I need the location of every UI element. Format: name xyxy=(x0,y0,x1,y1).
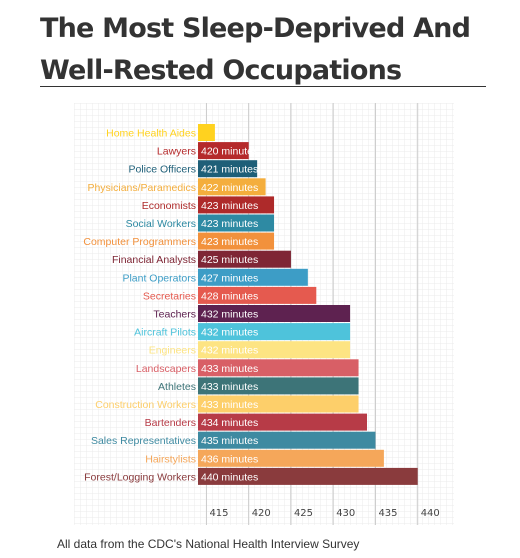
source-note: All data from the CDC's National Health … xyxy=(57,537,360,551)
value-label: 427 minutes xyxy=(201,272,258,284)
x-tick-label: 430 xyxy=(336,508,355,519)
bar xyxy=(198,178,266,196)
value-label: 422 minutes xyxy=(201,182,258,194)
bar xyxy=(198,160,258,178)
bar xyxy=(198,124,215,141)
bar xyxy=(198,377,359,395)
category-label: Police Officers xyxy=(129,164,197,176)
bar xyxy=(198,413,367,431)
category-label: Landscapers xyxy=(136,363,196,375)
bar xyxy=(198,395,359,413)
x-tick-label: 420 xyxy=(252,508,271,519)
bar-chart: Home Health Aides Lawyers Police Officers P… xyxy=(74,103,454,525)
value-label: 428 minutes xyxy=(201,290,258,302)
value-label: 432 minutes xyxy=(201,327,258,339)
value-label: 440 minutes xyxy=(201,471,258,483)
bar xyxy=(198,359,359,377)
x-tick-label: 425 xyxy=(294,508,313,519)
bar xyxy=(198,286,317,304)
category-label: Lawyers xyxy=(157,146,196,158)
category-label: Sales Representatives xyxy=(91,435,196,447)
category-label: Athletes xyxy=(158,381,196,393)
bar xyxy=(198,196,275,214)
bar xyxy=(198,449,384,467)
value-label: 432 minutes xyxy=(201,309,258,321)
value-label: 436 minutes xyxy=(201,453,258,465)
x-tick-label: 415 xyxy=(209,508,228,519)
category-label: Aircraft Pilots xyxy=(134,327,196,339)
category-label: Plant Operators xyxy=(122,272,196,284)
value-label: 425 minutes xyxy=(201,254,258,266)
bar xyxy=(198,341,351,359)
value-label: 433 minutes xyxy=(201,399,258,411)
value-label: 423 minutes xyxy=(201,200,258,212)
category-label: Teachers xyxy=(153,309,196,321)
chart-title: The Most Sleep-Deprived And Well-Rested … xyxy=(40,13,471,86)
category-label: Home Health Aides xyxy=(106,128,196,140)
title-divider xyxy=(40,86,486,87)
value-label: 432 minutes xyxy=(201,345,258,357)
value-label: 421 minutes xyxy=(201,164,258,176)
bar xyxy=(198,214,275,232)
bar xyxy=(198,467,418,485)
value-label: 423 minutes xyxy=(201,218,258,230)
bar xyxy=(198,305,351,322)
category-label: Bartenders xyxy=(145,417,196,429)
value-label: 420 minutes xyxy=(201,146,258,158)
value-label: 433 minutes xyxy=(201,363,258,375)
bar xyxy=(198,250,291,268)
x-tick-label: 435 xyxy=(378,508,397,519)
bar xyxy=(198,232,275,250)
category-label: Forest/Logging Workers xyxy=(84,471,196,483)
bar xyxy=(198,323,351,341)
category-label: Social Workers xyxy=(126,218,196,230)
bar xyxy=(198,142,249,160)
bar xyxy=(198,268,308,286)
x-tick-label: 440 xyxy=(421,508,440,519)
category-label: Physicians/Paramedics xyxy=(87,182,196,194)
value-label: 435 minutes xyxy=(201,435,258,447)
bar xyxy=(198,431,376,449)
value-label: 434 minutes xyxy=(201,417,258,429)
category-label: Construction Workers xyxy=(95,399,196,411)
value-label: 433 minutes xyxy=(201,381,258,393)
category-label: Secretaries xyxy=(143,290,196,302)
category-label: Engineers xyxy=(149,345,196,357)
category-label: Computer Programmers xyxy=(83,236,196,248)
value-label: 423 minutes xyxy=(201,236,258,248)
category-label: Hairstylists xyxy=(145,453,196,465)
category-label: Economists xyxy=(142,200,196,212)
category-label: Financial Analysts xyxy=(112,254,196,266)
